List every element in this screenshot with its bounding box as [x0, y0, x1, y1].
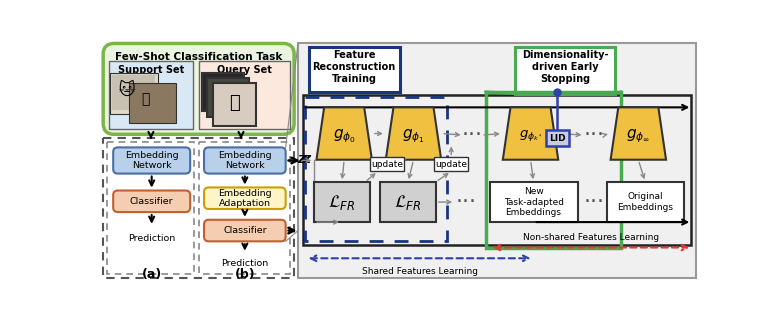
Polygon shape	[386, 107, 441, 160]
Text: ···: ···	[461, 125, 482, 145]
Text: Embedding
Network: Embedding Network	[218, 151, 272, 170]
Bar	[314, 182, 369, 222]
FancyBboxPatch shape	[204, 187, 286, 209]
Bar	[434, 157, 468, 171]
Text: Few-Shot Classification Task: Few-Shot Classification Task	[115, 52, 282, 62]
Bar	[207, 78, 249, 116]
Text: LID: LID	[549, 134, 566, 143]
Bar	[298, 44, 696, 278]
Text: Prediction: Prediction	[128, 234, 175, 243]
Text: update: update	[372, 160, 404, 169]
Text: 🐱: 🐱	[108, 81, 136, 99]
Bar	[129, 83, 176, 123]
Bar	[370, 157, 404, 171]
Text: Query Set: Query Set	[217, 65, 273, 75]
Text: ···: ···	[583, 125, 605, 145]
Bar	[199, 61, 291, 129]
Bar	[607, 182, 684, 222]
Text: $\mathcal{L}_{FR}$: $\mathcal{L}_{FR}$	[328, 193, 355, 212]
FancyBboxPatch shape	[204, 220, 286, 241]
Text: 🐈: 🐈	[230, 94, 240, 112]
Text: Support Set: Support Set	[118, 65, 184, 75]
Bar	[111, 75, 155, 111]
FancyBboxPatch shape	[113, 148, 190, 174]
Text: (b): (b)	[234, 268, 256, 281]
Bar	[308, 47, 400, 92]
Text: Non-shared Features Learning: Non-shared Features Learning	[523, 233, 659, 242]
FancyBboxPatch shape	[113, 190, 190, 212]
Bar	[302, 95, 692, 245]
Bar	[486, 92, 621, 248]
Text: New
Task-adapted
Embeddings: New Task-adapted Embeddings	[503, 187, 563, 217]
Text: ···: ···	[584, 192, 605, 212]
Text: $g_{\phi_1}$: $g_{\phi_1}$	[402, 128, 425, 146]
Text: $g_{\phi_\infty}$: $g_{\phi_\infty}$	[626, 128, 650, 146]
Bar	[202, 73, 244, 111]
Text: ···: ···	[456, 192, 476, 212]
Polygon shape	[611, 107, 666, 160]
Text: Original
Embeddings: Original Embeddings	[617, 192, 673, 212]
Text: Z: Z	[298, 155, 305, 165]
Text: Classifier: Classifier	[130, 197, 174, 206]
Text: Z: Z	[302, 155, 311, 165]
Text: $\mathcal{L}_{FR}$: $\mathcal{L}_{FR}$	[394, 193, 421, 212]
Text: Embedding
Adaptation: Embedding Adaptation	[218, 188, 272, 208]
Bar	[380, 182, 435, 222]
Text: update: update	[435, 160, 467, 169]
Bar	[108, 61, 193, 129]
Text: (a): (a)	[142, 268, 162, 281]
Polygon shape	[502, 107, 559, 160]
Text: Classifier: Classifier	[223, 226, 266, 235]
Text: Prediction: Prediction	[221, 259, 269, 268]
FancyBboxPatch shape	[103, 44, 294, 134]
Bar	[546, 130, 569, 146]
Text: $g_{\phi_{k^*}}$: $g_{\phi_{k^*}}$	[519, 128, 542, 143]
Polygon shape	[316, 107, 372, 160]
Text: 🐕: 🐕	[141, 92, 150, 106]
Text: $g_{\phi_0}$: $g_{\phi_0}$	[333, 128, 356, 146]
Bar	[490, 182, 578, 222]
FancyBboxPatch shape	[204, 148, 286, 174]
Text: Shared Features Learning: Shared Features Learning	[361, 267, 478, 276]
Bar	[110, 74, 158, 114]
Text: Embedding
Network: Embedding Network	[125, 151, 178, 170]
Bar	[515, 47, 615, 93]
Bar	[213, 83, 256, 126]
Text: Feature
Reconstruction
Training: Feature Reconstruction Training	[312, 50, 396, 83]
Text: Dimensionality-
driven Early
Stopping: Dimensionality- driven Early Stopping	[522, 50, 608, 83]
